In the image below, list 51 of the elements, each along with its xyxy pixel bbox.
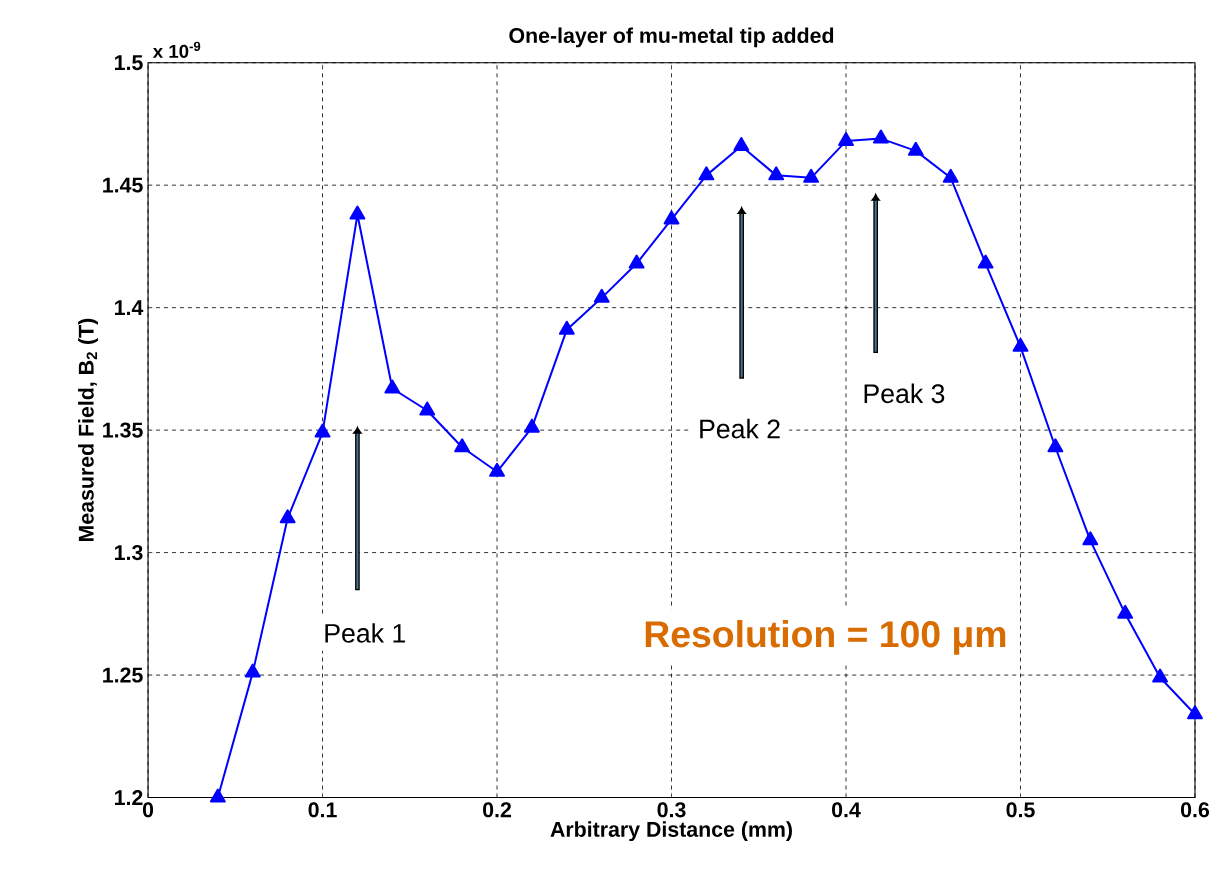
y-tick-label: 1.5 <box>115 55 143 71</box>
point <box>593 288 610 303</box>
point <box>349 205 366 220</box>
point <box>1012 337 1029 352</box>
point <box>907 141 924 156</box>
point <box>558 320 575 335</box>
point <box>314 423 331 438</box>
annotation: Peak 1 <box>325 623 405 643</box>
point <box>628 254 645 269</box>
x-tick-label: 0.2 <box>483 802 511 818</box>
point <box>244 663 261 678</box>
x-tick-label: 0.5 <box>1006 802 1035 818</box>
y-tick-label: 1.3 <box>115 544 143 561</box>
point <box>838 131 854 146</box>
point <box>1047 438 1064 453</box>
point <box>1187 705 1203 720</box>
point <box>698 166 715 181</box>
point <box>279 509 296 524</box>
point <box>523 418 540 433</box>
annotation: Peak 2 <box>700 418 780 439</box>
y-tick-label: 1.45 <box>103 177 143 193</box>
point <box>803 168 820 183</box>
point <box>768 166 785 181</box>
x-tick-label: 0.1 <box>308 802 337 818</box>
y-tick-label: 1.25 <box>103 667 143 683</box>
text: x 10$^{-9}$ <box>152 41 201 58</box>
point <box>1082 531 1099 546</box>
annotation: Peak 3 <box>864 383 945 404</box>
point <box>663 210 680 225</box>
point <box>454 438 471 453</box>
x-tick-label: 0 <box>142 802 154 818</box>
y-tick-label: 1.4 <box>115 300 144 315</box>
y-axis-title: Measured Field, B$_{2}$ (T) <box>78 318 98 541</box>
chart-title: One-layer of mu-metal tip added <box>509 27 834 48</box>
point <box>733 136 750 151</box>
x-tick-label: 0.6 <box>1180 802 1210 818</box>
y-tick-label: 1.2 <box>115 789 143 805</box>
y-tick-label: 1.35 <box>103 422 143 438</box>
point <box>1117 604 1134 619</box>
point <box>942 168 959 183</box>
point <box>1152 668 1169 683</box>
point <box>209 788 226 803</box>
x-axis-title: Arbitrary Distance (mm) <box>550 821 792 842</box>
x-tick-label: 0.3 <box>657 802 686 818</box>
x-tick-label: 0.4 <box>832 802 861 818</box>
point <box>489 462 505 477</box>
point <box>977 254 994 269</box>
point <box>384 379 401 394</box>
annotation: Resolution = 100 μm <box>645 619 1006 655</box>
point <box>419 401 436 416</box>
point <box>872 129 889 144</box>
